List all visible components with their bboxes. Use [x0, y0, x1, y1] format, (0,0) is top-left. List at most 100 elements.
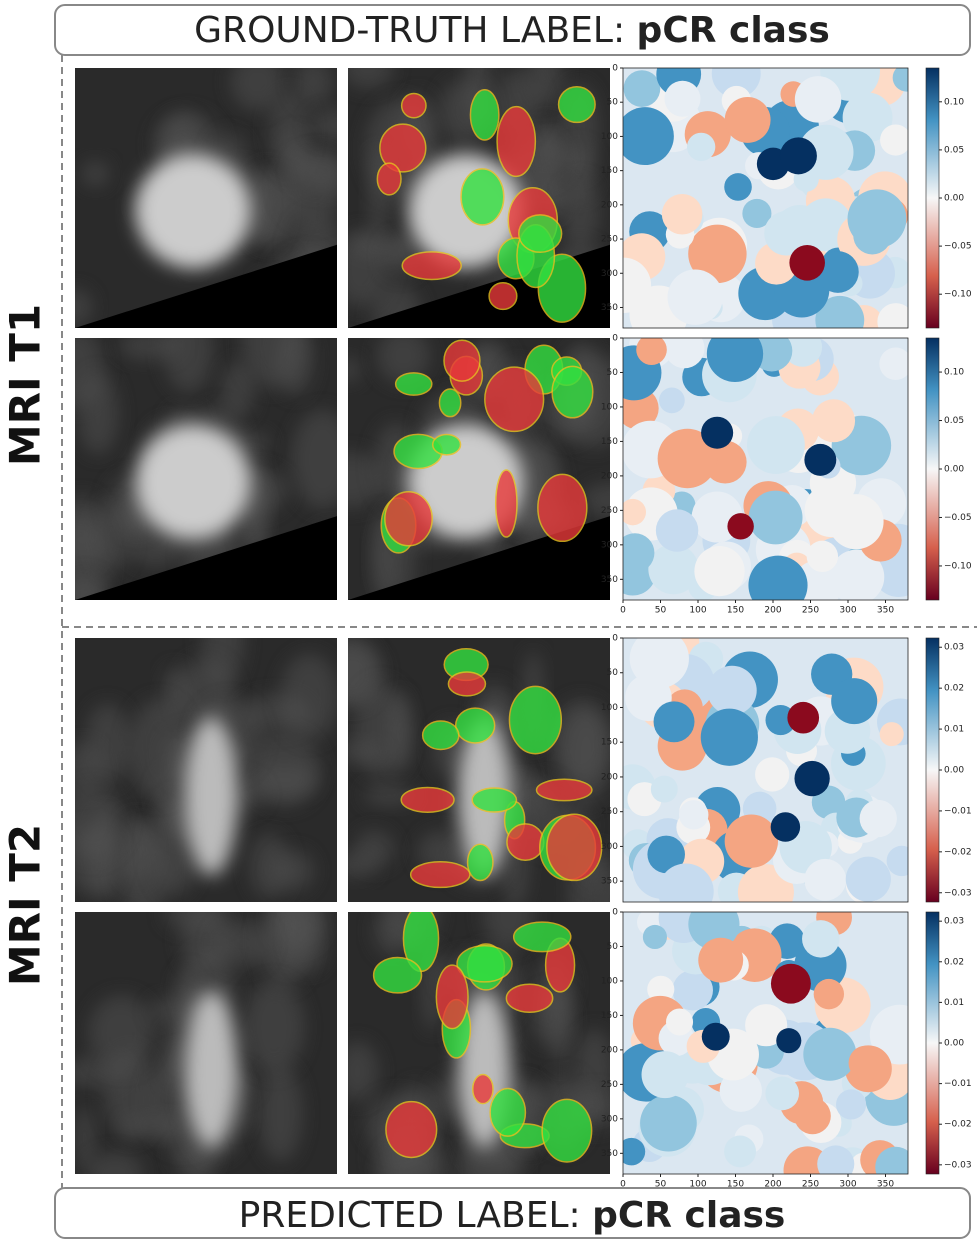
texture: [293, 151, 337, 192]
segment: [817, 251, 859, 293]
segment: [848, 1045, 884, 1081]
y-tick-label: 250: [601, 235, 618, 245]
superpixel: [484, 366, 545, 433]
header-text: GROUND-TRUTH LABEL: pCR class: [194, 10, 830, 51]
segment: [859, 799, 897, 838]
segment: [698, 937, 744, 983]
segment: [879, 722, 904, 747]
x-tick-label: 150: [727, 1180, 744, 1190]
segment: [672, 970, 713, 1011]
y-tick-label: 300: [601, 269, 618, 279]
superpixel: [496, 105, 537, 178]
texture: [75, 288, 93, 326]
texture: [252, 764, 317, 796]
mri-image: [75, 68, 337, 328]
segment: [804, 858, 847, 901]
footer-box: [54, 1187, 971, 1239]
segment: [647, 975, 675, 1003]
y-tick-label: 150: [601, 437, 618, 447]
segment: [724, 1135, 757, 1168]
y-tick-label: 200: [601, 1045, 618, 1055]
segment: [711, 68, 761, 99]
segment: [664, 338, 705, 369]
colorbar-label: −0.01: [944, 806, 972, 816]
texture: [377, 338, 430, 383]
heatmap-frame: [622, 637, 909, 903]
section-title: MRI T2: [1, 824, 50, 986]
y-tick-label: 100: [601, 703, 618, 713]
x-tick-label: 300: [839, 1180, 856, 1190]
x-tick-label: 250: [802, 606, 819, 616]
colorbar-label: 0.02: [944, 957, 964, 967]
y-tick-label: 250: [601, 506, 618, 516]
texture: [581, 483, 610, 517]
colorbar-label: −0.02: [944, 847, 972, 857]
superpixel: [471, 787, 518, 813]
superpixel: [546, 813, 603, 882]
superpixel: [400, 92, 427, 119]
superpixel: [409, 861, 471, 889]
segment: [658, 387, 685, 414]
overlay-image: [348, 912, 610, 1174]
segment: [794, 1097, 831, 1135]
lesion: [185, 717, 238, 876]
y-tick-label: 0: [612, 908, 618, 918]
superpixel: [466, 843, 494, 882]
segment-strong: [787, 701, 820, 734]
segment: [667, 269, 723, 325]
panel-row: 0 50 100 150 200 250 300 350 0.03 0.02 0.01 0.00 −0.…: [75, 634, 972, 903]
y-tick-label: 150: [601, 1011, 618, 1021]
shadow: [75, 516, 337, 600]
segment: [623, 533, 655, 573]
y-tick-label: 350: [601, 877, 618, 887]
segment: [694, 545, 745, 597]
segment: [623, 498, 647, 526]
segment: [742, 198, 772, 228]
superpixel: [447, 671, 487, 697]
colorbar: [925, 67, 940, 329]
mri-image: [75, 912, 337, 1174]
segment: [650, 775, 678, 803]
segment: [724, 814, 779, 868]
heatmap: [623, 338, 908, 600]
segment: [724, 96, 771, 143]
segment: [653, 701, 695, 743]
segment: [755, 757, 790, 792]
overlay-image: [348, 68, 610, 328]
colorbar: [925, 637, 940, 903]
y-tick-label: 50: [607, 668, 619, 678]
superpixel: [557, 85, 596, 124]
superpixel: [454, 707, 496, 744]
segment: [664, 80, 701, 117]
colorbar-label: −0.10: [944, 290, 972, 300]
colorbar-label: 0.01: [944, 725, 964, 735]
segment-strong: [779, 137, 817, 175]
segment: [666, 1008, 694, 1036]
segment-strong: [770, 963, 811, 1004]
footer-text: PREDICTED LABEL: pCR class: [239, 1195, 786, 1236]
colorbar-label: −0.02: [944, 1120, 972, 1130]
segment-strong: [701, 416, 734, 449]
texture: [128, 699, 189, 799]
texture: [88, 995, 155, 1071]
superpixel: [505, 983, 554, 1013]
segment-strong: [727, 513, 754, 540]
colorbar-label: 0.01: [944, 998, 964, 1008]
texture: [561, 178, 600, 249]
x-tick-label: 300: [839, 606, 856, 616]
texture: [243, 981, 305, 1073]
segment: [782, 338, 823, 367]
texture: [81, 160, 110, 187]
texture: [348, 452, 382, 508]
superpixel: [438, 388, 462, 418]
y-tick-label: 50: [607, 98, 619, 108]
superpixel: [376, 162, 402, 196]
segment: [623, 1137, 646, 1166]
heatmap: [623, 912, 908, 1174]
superpixel: [488, 281, 518, 311]
y-tick-label: 100: [601, 132, 618, 142]
segment: [875, 1146, 908, 1174]
footer-prefix: PREDICTED LABEL:: [239, 1195, 581, 1236]
colorbar-label: 0.05: [944, 416, 964, 426]
superpixel: [400, 786, 455, 813]
